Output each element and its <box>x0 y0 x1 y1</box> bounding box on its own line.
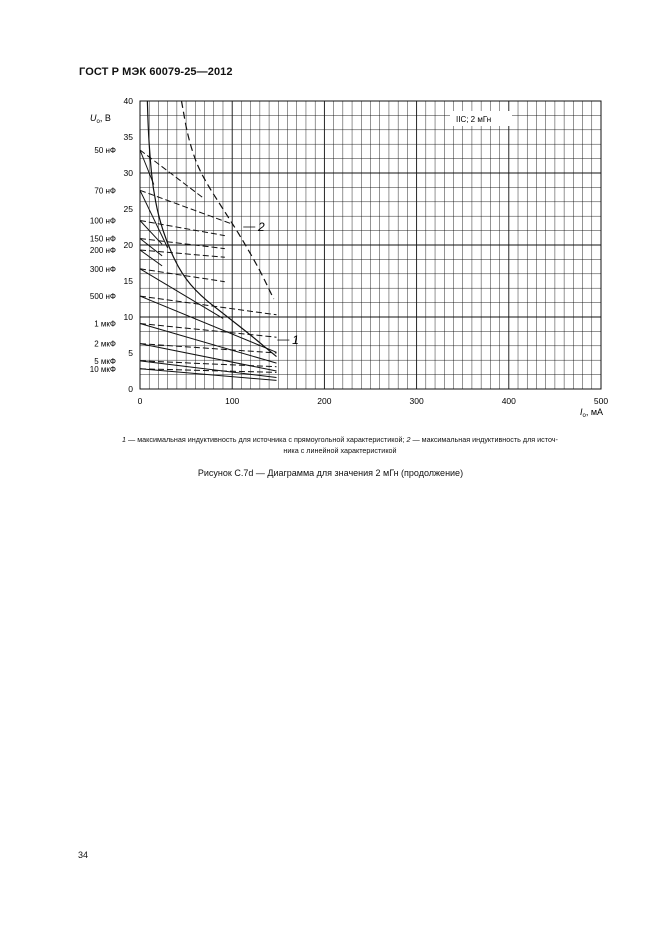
y-tick-label: 30 <box>124 168 134 178</box>
caption-number-1: 1 <box>122 435 127 444</box>
x-tick-label: 300 <box>410 396 424 406</box>
limit-curves <box>146 100 277 358</box>
chart-grid <box>140 101 601 389</box>
x-tick-label: 0 <box>138 396 143 406</box>
limit-curve-2 <box>180 100 275 300</box>
capacitance-line-solid <box>139 249 163 267</box>
capacitance-lines <box>139 149 277 381</box>
y-tick-label: 40 <box>124 96 134 106</box>
capacitance-label: 1 мкФ <box>94 319 116 328</box>
plot-frame <box>139 100 602 390</box>
capacitance-line-dashed <box>139 368 277 373</box>
capacitance-line-dashed <box>139 360 277 368</box>
caption-line-2: ника с линейной характеристикой <box>283 446 397 455</box>
y-tick-label: 20 <box>124 240 134 250</box>
limit-curve-1 <box>146 100 277 358</box>
curve-labels: 12 <box>243 220 299 347</box>
capacitance-line-solid <box>139 343 277 372</box>
capacitance-line-solid <box>139 149 155 185</box>
x-tick-label: 400 <box>502 396 516 406</box>
figure-caption: 1 — максимальная индуктивность для источ… <box>70 434 610 456</box>
capacitance-label: 150 нФ <box>90 235 116 244</box>
capacitance-line-solid <box>139 190 169 249</box>
capacitance-line-solid <box>139 238 163 257</box>
capacitance-line-dashed <box>139 249 225 258</box>
capacitance-label: 100 нФ <box>90 217 116 226</box>
capacitance-label: 70 нФ <box>94 186 116 195</box>
y-tick-label: 10 <box>124 312 134 322</box>
capacitance-label: 200 нФ <box>90 246 116 255</box>
capacitance-line-dashed <box>139 295 277 316</box>
page-number: 34 <box>78 850 89 860</box>
capacitance-label: 5 мкФ <box>94 357 116 366</box>
capacitance-line-dashed <box>139 189 233 225</box>
capacitance-line-solid <box>139 295 277 353</box>
capacitance-labels: 50 нФ 70 нФ 100 нФ 150 нФ 200 нФ 300 нФ 500 нФ… <box>90 146 116 374</box>
capacitance-line-dashed <box>139 323 277 338</box>
capacitance-line-dashed <box>139 343 277 354</box>
capacitance-line-dashed <box>139 268 225 283</box>
capacitance-label: 2 мкФ <box>94 340 116 349</box>
capacitance-line-solid <box>139 323 277 364</box>
capacitance-line-dashed <box>139 238 225 250</box>
caption-text-1: — максимальная индуктивность для источни… <box>126 435 407 444</box>
axis-ticks: 0 100 200 300 400 500 0 5 10 15 20 25 30 35 40 <box>124 96 609 406</box>
y-tick-label: 0 <box>128 384 133 394</box>
document-header: ГОСТ Р МЭК 60079-25—2012 <box>79 66 233 78</box>
legend-text: IIC; 2 мГн <box>456 115 491 124</box>
inductance-chart: 0 100 200 300 400 500 0 5 10 15 20 25 30 35 40 50 нФ 70… <box>90 96 609 419</box>
capacitance-label: 500 нФ <box>90 292 116 301</box>
capacitance-line-solid <box>139 368 277 381</box>
y-tick-label: 25 <box>124 204 134 214</box>
caption-number-2: 2 <box>406 435 411 444</box>
capacitance-label: 10 мкФ <box>90 365 116 374</box>
capacitance-line-solid <box>139 360 277 378</box>
capacitance-line-dashed <box>139 220 225 237</box>
y-axis-label: Uo, В <box>90 113 111 125</box>
x-tick-label: 500 <box>594 396 608 406</box>
caption-text-2: — максимальная индуктивность для источ- <box>410 435 558 444</box>
y-tick-label: 15 <box>124 276 134 286</box>
capacitance-label: 300 нФ <box>90 265 116 274</box>
x-tick-label: 100 <box>225 396 239 406</box>
legend-box: IIC; 2 мГн <box>450 111 512 126</box>
x-tick-label: 200 <box>317 396 331 406</box>
y-tick-label: 35 <box>124 132 134 142</box>
capacitance-line-solid <box>139 268 224 319</box>
figure-title: Рисунок С.7d — Диаграмма для значения 2 … <box>197 468 464 478</box>
curve-label: 1 <box>292 333 299 347</box>
y-tick-label: 5 <box>128 348 133 358</box>
x-axis-label: Io, мА <box>580 407 603 419</box>
curve-label: 2 <box>257 220 265 234</box>
capacitance-label: 50 нФ <box>94 146 116 155</box>
